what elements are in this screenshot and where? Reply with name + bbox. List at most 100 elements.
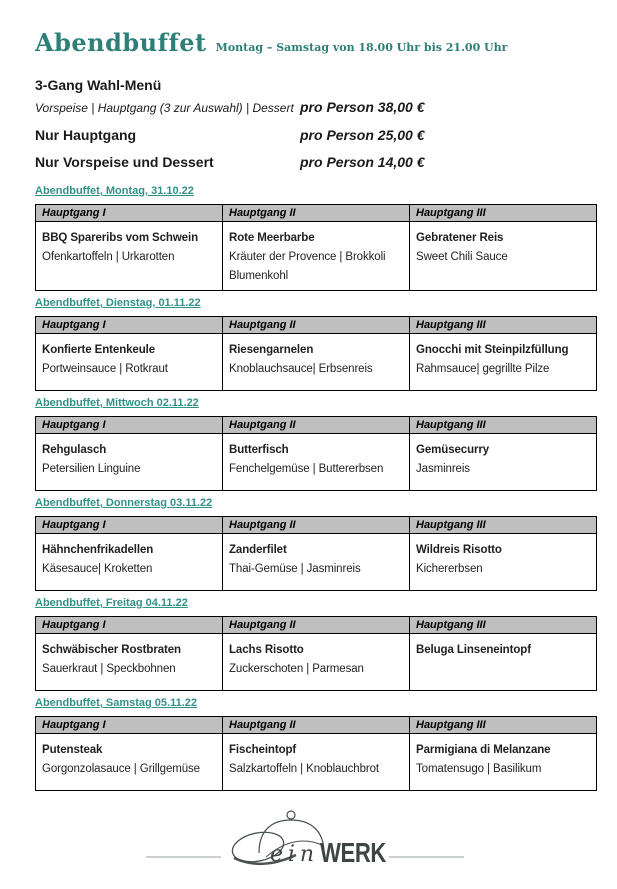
dish-sides: Portweinsauce | Rotkraut <box>42 363 168 375</box>
dish-cell: Riesengarnelen Knoblauchsauce| Erbsenrei… <box>222 333 410 391</box>
dish-cell: Gemüsecurry Jasminreis <box>409 433 597 491</box>
column-header-hauptgang-2: Hauptgang II <box>222 516 410 534</box>
price-row-vorspeise-dessert: Nur Vorspeise und Dessert pro Person 14,… <box>35 154 597 170</box>
dish-sides: Sweet Chili Sauce <box>416 251 508 263</box>
dish-sides: Salzkartoffeln | Knoblauchbrot <box>229 763 380 775</box>
dish-cell: Fischeintopf Salzkartoffeln | Knoblauchb… <box>222 733 410 791</box>
document-header: Abendbuffet Montag – Samstag von 18.00 U… <box>35 28 597 57</box>
dish-name: Butterfisch <box>229 444 289 456</box>
page-title: Abendbuffet <box>35 28 207 57</box>
column-header-hauptgang-1: Hauptgang I <box>35 204 223 222</box>
day-heading: Abendbuffet, Montag, 31.10.22 <box>35 185 194 197</box>
menu-table: Hauptgang I Hauptgang II Hauptgang III H… <box>35 516 597 591</box>
column-header-hauptgang-3: Hauptgang III <box>409 416 597 434</box>
dish-cell: Parmigiana di Melanzane Tomatensugo | Ba… <box>409 733 597 791</box>
column-header-hauptgang-1: Hauptgang I <box>35 416 223 434</box>
price-value-vorspeise-dessert: pro Person 14,00 € <box>300 154 425 170</box>
dish-cell: Rote Meerbarbe Kräuter der Provence | Br… <box>222 221 410 291</box>
column-header-hauptgang-2: Hauptgang II <box>222 416 410 434</box>
dish-cell: Putensteak Gorgonzolasauce | Grillgemüse <box>35 733 223 791</box>
dish-sides: Käsesauce| Kroketten <box>42 563 153 575</box>
price-label-vorspeise-dessert: Nur Vorspeise und Dessert <box>35 154 214 170</box>
dish-cell: Gebratener Reis Sweet Chili Sauce <box>409 221 597 291</box>
dish-name: Beluga Linseneintopf <box>416 644 531 656</box>
dish-name: Hähnchenfrikadellen <box>42 544 154 556</box>
menu-option-title: 3-Gang Wahl-Menü <box>35 77 162 93</box>
dish-sides: Sauerkraut | Speckbohnen <box>42 663 176 675</box>
column-header-hauptgang-3: Hauptgang III <box>409 616 597 634</box>
menu-table: Hauptgang I Hauptgang II Hauptgang III R… <box>35 416 597 491</box>
column-header-hauptgang-3: Hauptgang III <box>409 716 597 734</box>
day-section-donnerstag: Abendbuffet, Donnerstag 03.11.22 Hauptga… <box>35 497 597 591</box>
cloche-knob-icon <box>285 810 296 820</box>
day-section-freitag: Abendbuffet, Freitag 04.11.22 Hauptgang … <box>35 597 597 691</box>
price-row-3-gang: Vorspeise | Hauptgang (3 zur Auswahl) | … <box>35 99 597 116</box>
column-header-hauptgang-1: Hauptgang I <box>35 716 223 734</box>
dish-sides: Ofenkartoffeln | Urkarotten <box>42 251 175 263</box>
dish-cell: Hähnchenfrikadellen Käsesauce| Kroketten <box>35 533 223 591</box>
price-row-hauptgang: Nur Hauptgang pro Person 25,00 € <box>35 127 597 143</box>
script-stem-flourish <box>265 840 322 858</box>
feinwerk-logo-graphic: ein WERK <box>145 810 464 868</box>
dish-name: BBQ Spareribs vom Schwein <box>42 232 198 244</box>
dish-sides: Tomatensugo | Basilikum <box>416 763 542 775</box>
dish-sides: Zuckerschoten | Parmesan <box>229 663 364 675</box>
column-header-hauptgang-2: Hauptgang II <box>222 716 410 734</box>
dish-sides: Gorgonzolasauce | Grillgemüse <box>42 763 200 775</box>
price-value-hauptgang: pro Person 25,00 € <box>300 127 425 143</box>
dish-name: Rehgulasch <box>42 444 107 456</box>
dish-name: Parmigiana di Melanzane <box>416 744 551 756</box>
script-loop-flourish <box>231 831 284 863</box>
menu-table: Hauptgang I Hauptgang II Hauptgang III P… <box>35 716 597 791</box>
dish-name: Rote Meerbarbe <box>229 232 315 244</box>
dish-cell: Gnocchi mit Steinpilzfüllung Rahmsauce| … <box>409 333 597 391</box>
dish-name: Zanderfilet <box>229 544 287 556</box>
logo-script-text: ein <box>270 842 314 867</box>
column-header-hauptgang-1: Hauptgang I <box>35 516 223 534</box>
column-header-hauptgang-1: Hauptgang I <box>35 316 223 334</box>
dish-sides: Jasminreis <box>416 463 470 475</box>
day-heading: Abendbuffet, Samstag 05.11.22 <box>35 697 197 709</box>
dish-sides: Thai-Gemüse | Jasminreis <box>229 563 361 575</box>
dish-sides: Knoblauchsauce| Erbsenreis <box>229 363 373 375</box>
menu-table: Hauptgang I Hauptgang II Hauptgang III K… <box>35 316 597 391</box>
dish-name: Fischeintopf <box>229 744 297 756</box>
day-heading: Abendbuffet, Mittwoch 02.11.22 <box>35 397 199 409</box>
dish-cell: Butterfisch Fenchelgemüse | Buttererbsen <box>222 433 410 491</box>
dish-name: Riesengarnelen <box>229 344 314 356</box>
dish-name: Schwäbischer Rostbraten <box>42 644 181 656</box>
column-header-hauptgang-1: Hauptgang I <box>35 616 223 634</box>
dish-cell: Lachs Risotto Zuckerschoten | Parmesan <box>222 633 410 691</box>
column-header-hauptgang-3: Hauptgang III <box>409 516 597 534</box>
dish-name: Putensteak <box>42 744 103 756</box>
dish-sides: Fenchelgemüse | Buttererbsen <box>229 463 384 475</box>
dish-name: Gebratener Reis <box>416 232 504 244</box>
column-header-hauptgang-2: Hauptgang II <box>222 316 410 334</box>
price-value-3-gang: pro Person 38,00 € <box>300 99 425 115</box>
price-label-3-gang: Vorspeise | Hauptgang (3 zur Auswahl) | … <box>35 101 294 115</box>
day-section-dienstag: Abendbuffet, Dienstag, 01.11.22 Hauptgan… <box>35 297 597 391</box>
cloche-dome-icon <box>257 819 325 854</box>
dish-name: Konfierte Entenkeule <box>42 344 156 356</box>
dish-name: Lachs Risotto <box>229 644 304 656</box>
dish-cell: BBQ Spareribs vom Schwein Ofenkartoffeln… <box>35 221 223 291</box>
column-header-hauptgang-3: Hauptgang III <box>409 316 597 334</box>
logo-wordmark-text: WERK <box>320 837 386 868</box>
column-header-hauptgang-2: Hauptgang II <box>222 204 410 222</box>
pricing-section: 3-Gang Wahl-Menü Vorspeise | Hauptgang (… <box>35 77 597 170</box>
column-header-hauptgang-2: Hauptgang II <box>222 616 410 634</box>
column-header-hauptgang-3: Hauptgang III <box>409 204 597 222</box>
dish-cell: Zanderfilet Thai-Gemüse | Jasminreis <box>222 533 410 591</box>
dish-name: Gnocchi mit Steinpilzfüllung <box>416 344 569 356</box>
menu-table: Hauptgang I Hauptgang II Hauptgang III B… <box>35 204 597 291</box>
day-section-mittwoch: Abendbuffet, Mittwoch 02.11.22 Hauptgang… <box>35 397 597 491</box>
day-heading: Abendbuffet, Dienstag, 01.11.22 <box>35 297 201 309</box>
dish-sides: Kichererbsen <box>416 563 483 575</box>
script-tail-flourish <box>232 853 297 866</box>
day-heading: Abendbuffet, Freitag 04.11.22 <box>35 597 188 609</box>
dish-cell: Schwäbischer Rostbraten Sauerkraut | Spe… <box>35 633 223 691</box>
dish-cell: Wildreis Risotto Kichererbsen <box>409 533 597 591</box>
day-heading: Abendbuffet, Donnerstag 03.11.22 <box>35 497 213 509</box>
price-label-hauptgang: Nur Hauptgang <box>35 127 137 143</box>
